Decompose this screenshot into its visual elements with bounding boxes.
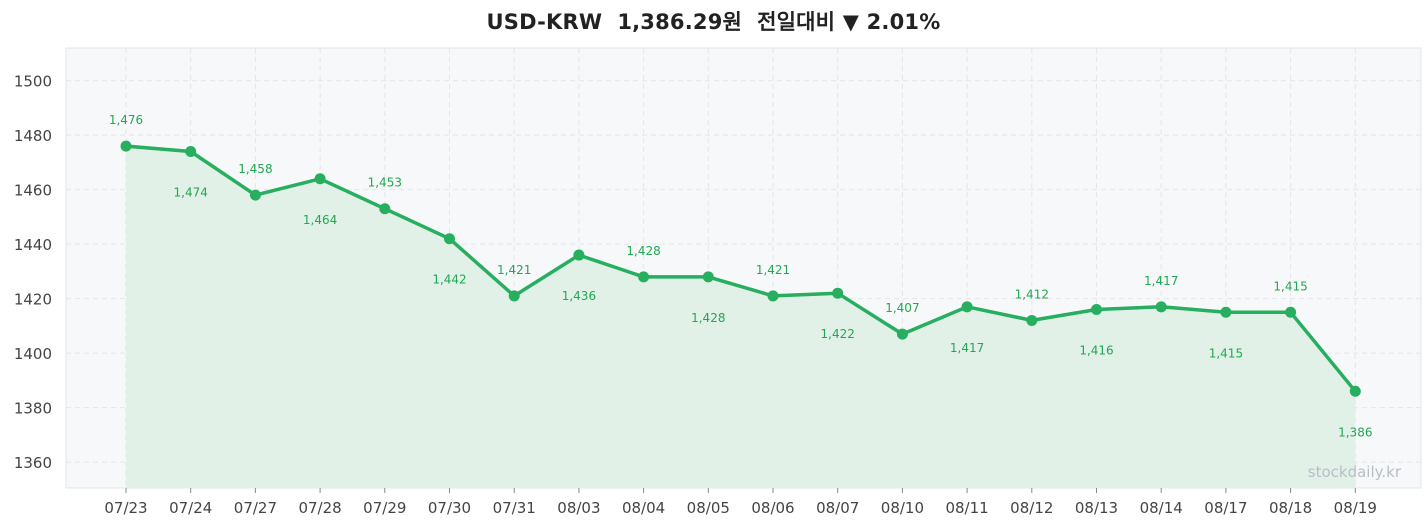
x-tick-label: 08/04 — [622, 499, 665, 517]
x-tick-label: 07/28 — [298, 499, 341, 517]
x-tick-label: 08/10 — [881, 499, 924, 517]
data-label: 1,422 — [821, 327, 855, 341]
x-tick-label: 08/13 — [1075, 499, 1118, 517]
data-point — [1091, 304, 1102, 316]
x-tick-label: 07/24 — [169, 499, 212, 517]
data-label: 1,415 — [1209, 346, 1243, 360]
data-point — [379, 203, 391, 215]
data-point — [1349, 385, 1361, 397]
y-tick-label: 1360 — [14, 454, 52, 472]
data-point — [638, 271, 650, 283]
data-label: 1,421 — [497, 263, 531, 277]
chart-title: USD-KRW 1,386.29원 전일대비 ▼ 2.01% — [0, 6, 1427, 36]
y-tick-label: 1460 — [14, 182, 52, 200]
data-label: 1,476 — [109, 113, 143, 127]
x-tick-label: 07/31 — [493, 499, 536, 517]
current-price: 1,386.29원 — [617, 10, 743, 34]
y-tick-label: 1440 — [14, 236, 52, 254]
x-tick-label: 08/03 — [557, 499, 600, 517]
x-tick-label: 08/17 — [1204, 499, 1247, 517]
data-label: 1,458 — [238, 162, 272, 176]
data-label: 1,417 — [1144, 274, 1178, 288]
data-labels: 1,476 1,474 1,458 1,464 1,453 1,442 1,421 1,436… — [109, 113, 1373, 439]
data-point — [508, 290, 520, 302]
x-tick-label: 07/23 — [104, 499, 147, 517]
y-tick-label: 1500 — [14, 73, 52, 91]
data-label: 1,453 — [368, 176, 402, 190]
x-tick-label: 08/06 — [751, 499, 794, 517]
x-tick-label: 08/12 — [1010, 499, 1053, 517]
x-tick-label: 08/18 — [1269, 499, 1312, 517]
data-point — [767, 290, 779, 302]
data-label: 1,416 — [1079, 344, 1113, 358]
x-axis: 07/23 07/24 07/27 07/28 07/29 07/30 07/31 08/03… — [104, 488, 1377, 517]
data-label: 1,464 — [303, 213, 337, 227]
y-tick-label: 1480 — [14, 127, 52, 145]
data-point — [444, 233, 455, 245]
data-point — [1285, 306, 1297, 318]
data-label: 1,386 — [1338, 425, 1372, 439]
data-label: 1,421 — [756, 263, 790, 277]
data-label: 1,428 — [626, 244, 660, 258]
watermark: stockdaily.kr — [1308, 463, 1402, 481]
x-tick-label: 07/27 — [234, 499, 277, 517]
data-points — [120, 140, 1361, 397]
x-tick-label: 08/05 — [687, 499, 730, 517]
y-tick-label: 1380 — [14, 400, 52, 418]
data-label: 1,412 — [1015, 287, 1049, 301]
data-label: 1,474 — [174, 186, 208, 200]
data-point — [961, 301, 973, 313]
data-label: 1,417 — [950, 341, 984, 355]
data-point — [573, 249, 585, 261]
data-point — [832, 287, 844, 299]
x-tick-label: 07/29 — [363, 499, 406, 517]
x-tick-label: 08/11 — [945, 499, 988, 517]
data-point — [1155, 301, 1167, 313]
data-point — [896, 328, 908, 340]
x-tick-label: 08/14 — [1140, 499, 1183, 517]
data-point — [314, 173, 326, 185]
data-point — [249, 189, 261, 201]
data-label: 1,407 — [885, 301, 919, 315]
data-point — [120, 140, 132, 152]
data-point — [1026, 314, 1038, 326]
data-label: 1,415 — [1273, 279, 1307, 293]
x-tick-label: 08/19 — [1334, 499, 1377, 517]
series-line — [125, 144, 1357, 393]
y-tick-label: 1400 — [14, 345, 52, 363]
y-tick-label: 1420 — [14, 291, 52, 309]
data-label: 1,428 — [691, 311, 725, 325]
y-axis: 1360 1380 1400 1420 1440 1460 1480 1500 — [14, 73, 52, 472]
currency-pair: USD-KRW — [486, 10, 603, 34]
x-tick-label: 07/30 — [428, 499, 471, 517]
data-point — [1220, 306, 1232, 318]
data-point — [185, 146, 197, 158]
data-label: 1,442 — [432, 273, 466, 287]
data-label: 1,436 — [562, 289, 596, 303]
change-label: 전일대비 — [757, 10, 836, 34]
change-percent: 2.01% — [866, 10, 941, 34]
data-point — [702, 271, 714, 283]
x-tick-label: 08/07 — [816, 499, 859, 517]
down-triangle-icon: ▼ — [842, 10, 860, 34]
